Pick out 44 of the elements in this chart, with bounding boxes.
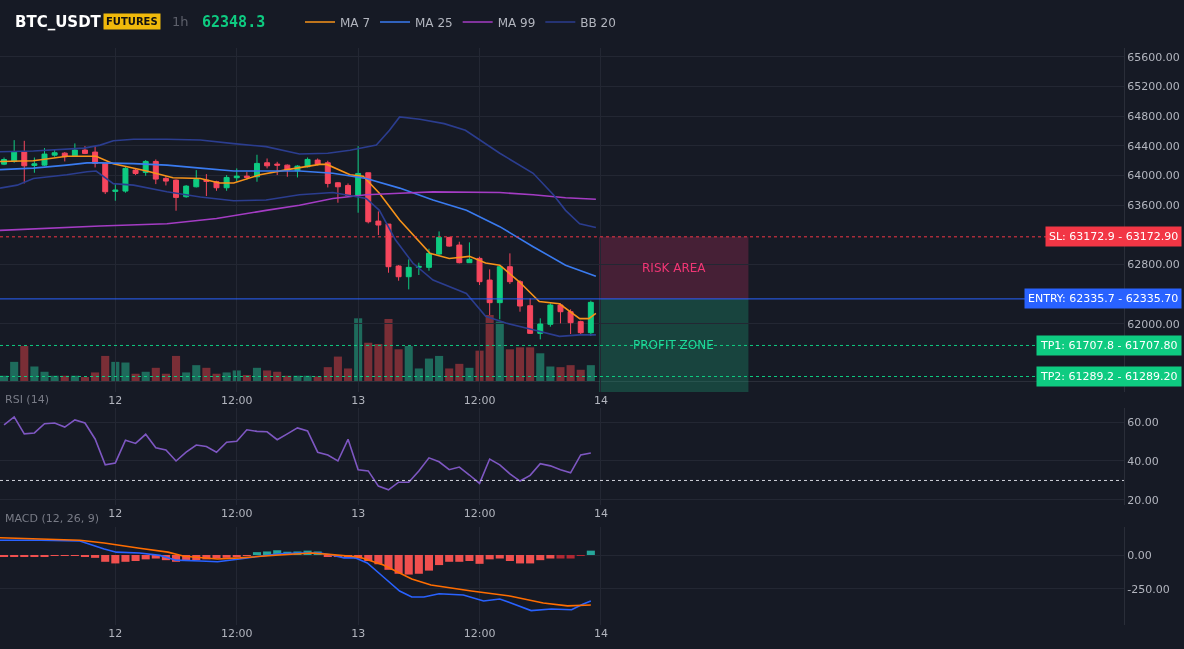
x-tick-label: 12:00	[463, 394, 496, 407]
x-tick-label: 13	[351, 507, 366, 520]
ref-line-label: SL: 63172.9 - 63172.90	[1049, 230, 1179, 243]
x-tick-label: 12:00	[463, 627, 496, 640]
y-tick-label: 40.00	[1127, 454, 1159, 468]
x-tick-label: 12:00	[463, 507, 496, 520]
ref-line-label: TP2: 61289.2 - 61289.20	[1040, 370, 1178, 383]
legend-label: MA 25	[415, 15, 453, 30]
x-tick-label: 12:00	[220, 394, 253, 407]
y-tick-label: 62000.00	[1127, 317, 1180, 331]
y-tick-label: 65600.00	[1127, 50, 1180, 64]
band-label: PROFIT ZONE	[633, 338, 714, 352]
legend-label: MA 99	[497, 15, 536, 30]
y-tick-label: 20.00	[1127, 493, 1159, 507]
chart-title: RSI (14)	[5, 393, 49, 406]
y-tick-label: 62800.00	[1127, 258, 1180, 272]
x-tick-label: 14	[593, 507, 608, 520]
x-tick-label: 13	[351, 394, 366, 407]
x-tick-label: 12	[108, 627, 123, 640]
x-tick-label: 13	[351, 627, 366, 640]
x-tick-label: 14	[593, 394, 608, 407]
y-tick-label: 64800.00	[1127, 110, 1180, 124]
text: 62348.3	[202, 13, 266, 31]
band-label: RISK AREA	[642, 261, 707, 275]
x-tick-label: 12:00	[220, 627, 253, 640]
x-tick-label: 12:00	[220, 507, 253, 520]
legend-label: BB 20	[580, 15, 616, 30]
x-tick-label: 12	[108, 507, 123, 520]
y-tick-label: 63600.00	[1127, 199, 1180, 213]
ref-line-label: ENTRY: 62335.7 - 62335.70	[1028, 292, 1179, 305]
legend-label: MA 7	[340, 15, 371, 30]
y-tick-label: 64400.00	[1127, 139, 1180, 153]
ref-line-label: TP1: 61707.8 - 61707.80	[1040, 339, 1178, 352]
x-tick-label: 12	[108, 394, 123, 407]
y-tick-label: 64000.00	[1127, 169, 1180, 183]
chart-title: BTC_USDT	[15, 13, 102, 32]
y-tick-label: -250.00	[1127, 582, 1170, 596]
text: FUTURES	[106, 16, 158, 27]
chart-title: MACD (12, 26, 9)	[5, 512, 100, 525]
x-tick-label: 14	[593, 627, 608, 640]
y-tick-label: 0.00	[1127, 548, 1152, 562]
text: 1h	[172, 14, 189, 29]
y-tick-label: 60.00	[1127, 415, 1159, 429]
y-tick-label: 65200.00	[1127, 80, 1180, 94]
